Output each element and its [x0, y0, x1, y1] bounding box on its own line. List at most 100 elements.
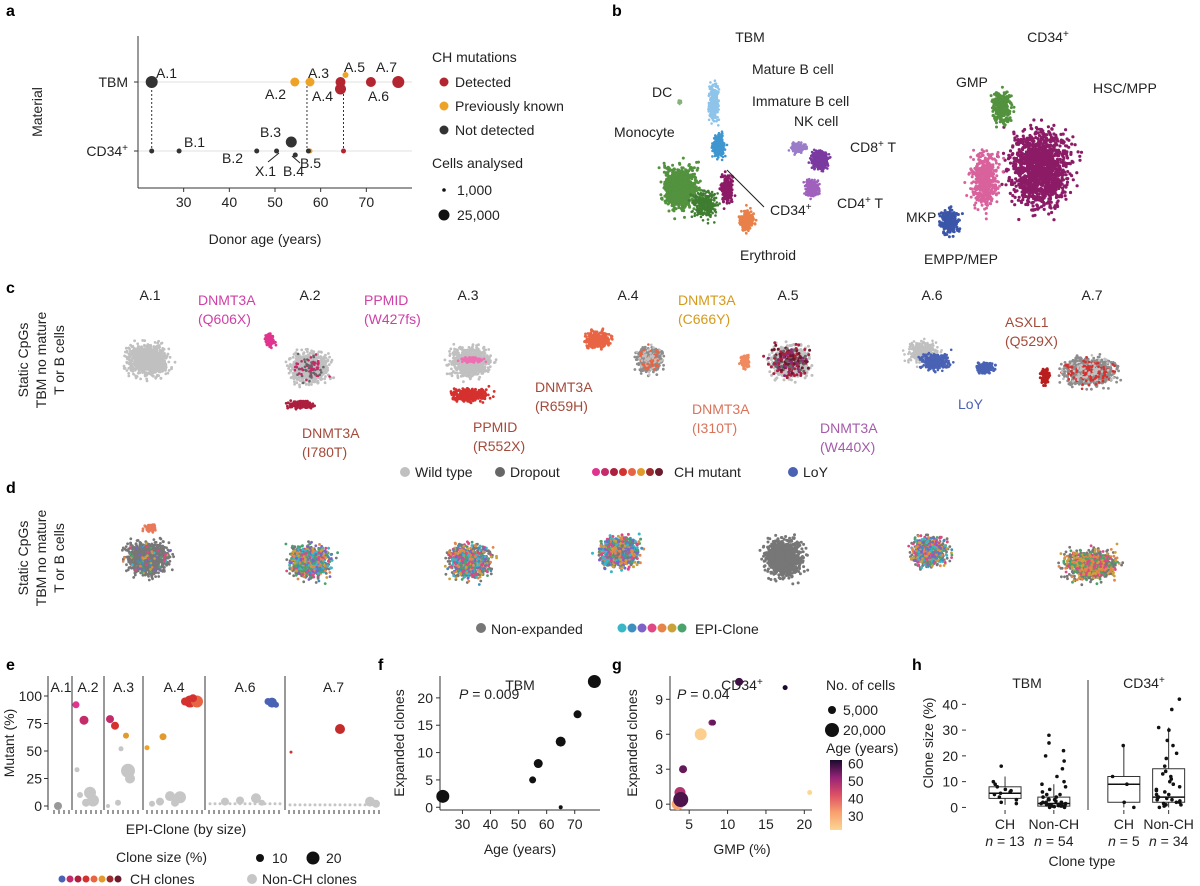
embedding-point [667, 209, 671, 213]
embedding-point [1023, 145, 1027, 149]
embedding-point [1034, 157, 1038, 161]
embedding-point [1061, 141, 1065, 145]
embedding-point [677, 168, 681, 172]
embedding-point [715, 140, 718, 143]
embedding-point [1042, 207, 1046, 211]
embedding-point [709, 210, 712, 214]
embedding-point [819, 167, 822, 170]
embedding-point [1012, 130, 1016, 134]
embedding-point [699, 212, 703, 215]
legend-title: Cells analysed [432, 155, 523, 171]
legend-size-swatch [438, 209, 450, 221]
embedding-point [808, 194, 812, 197]
embedding-point [1048, 204, 1052, 208]
embedding-point [719, 153, 723, 157]
embedding-point [708, 206, 712, 209]
embedding-point [827, 156, 830, 160]
embedding-point [1049, 139, 1053, 143]
embedding-point [691, 181, 695, 185]
legend-size-swatch [442, 188, 446, 192]
embedding-point [718, 138, 721, 142]
embedding-point [1005, 169, 1009, 173]
embedding-point [979, 159, 982, 163]
embedding-point [977, 167, 981, 171]
embedding-point [981, 167, 985, 171]
embedding-point [687, 200, 691, 204]
embedding-point [1071, 135, 1075, 139]
embedding-point [752, 218, 755, 221]
embedding-point [994, 161, 998, 165]
embedding-point [1049, 149, 1053, 153]
embedding-point [1059, 132, 1063, 136]
embedding-point [1024, 194, 1028, 198]
embedding-point [746, 211, 750, 215]
embedding-point [663, 199, 667, 203]
embedding-point [969, 155, 973, 159]
embedding-point [1001, 151, 1006, 155]
embedding-point [712, 194, 715, 197]
embedding-point [1021, 160, 1025, 165]
embedding-point [1017, 179, 1021, 183]
embedding-point [704, 195, 708, 198]
chart-title: TBM [735, 29, 765, 45]
embedding-point [1042, 178, 1046, 183]
panel-label-d: d [6, 480, 16, 497]
embedding-point [1034, 171, 1039, 175]
embedding-point [1055, 201, 1059, 205]
embedding-point [730, 188, 733, 192]
embedding-point [707, 107, 710, 111]
embedding-point [690, 176, 694, 180]
embedding-point [704, 212, 707, 215]
embedding-point [1064, 173, 1068, 177]
embedding-point [1063, 190, 1067, 194]
embedding-point [706, 197, 710, 201]
embedding-point [1025, 202, 1029, 206]
cell-type-label: Erythroid [740, 247, 796, 263]
embedding-point [815, 180, 819, 183]
embedding-point [660, 197, 664, 201]
embedding-point [693, 212, 697, 215]
embedding-point [714, 203, 717, 206]
embedding-point [1044, 173, 1048, 177]
embedding-point [701, 219, 705, 222]
embedding-point [1008, 161, 1013, 165]
embedding-point [731, 179, 735, 183]
embedding-point [1046, 168, 1050, 172]
embedding-point [1025, 181, 1029, 185]
donor-label: A.5 [344, 59, 365, 75]
embedding-point [1042, 131, 1046, 136]
embedding-point [685, 174, 689, 178]
embedding-point [714, 210, 718, 214]
embedding-point [1008, 191, 1012, 195]
embedding-point [1066, 170, 1070, 174]
donor-label: A.4 [312, 88, 333, 104]
embedding-point [690, 210, 693, 214]
legend-swatch [439, 77, 449, 87]
embedding-point [677, 204, 681, 208]
embedding-point [726, 179, 730, 183]
embedding-point [1041, 176, 1045, 180]
embedding-point [1078, 154, 1082, 158]
embedding-point [712, 97, 716, 101]
embedding-point [1044, 152, 1048, 157]
embedding-point [1048, 197, 1053, 201]
legend-label: Detected [455, 74, 511, 90]
donor-point-cd34 [254, 148, 260, 154]
embedding-point [729, 199, 733, 203]
embedding-point [817, 188, 821, 192]
embedding-point [1031, 191, 1035, 195]
y-tick-label: CD34+ [86, 143, 128, 160]
donor-label: A.6 [368, 88, 389, 104]
cell-type-label: Mature B cell [752, 61, 834, 77]
embedding-point [1049, 184, 1053, 188]
embedding-point [970, 187, 974, 191]
embedding-point [715, 143, 719, 147]
embedding-point [680, 200, 684, 204]
embedding-point [682, 182, 686, 186]
embedding-point [692, 207, 696, 211]
embedding-point [1035, 127, 1040, 131]
embedding-point [996, 150, 1000, 154]
embedding-point [740, 209, 743, 213]
embedding-point [725, 182, 728, 186]
